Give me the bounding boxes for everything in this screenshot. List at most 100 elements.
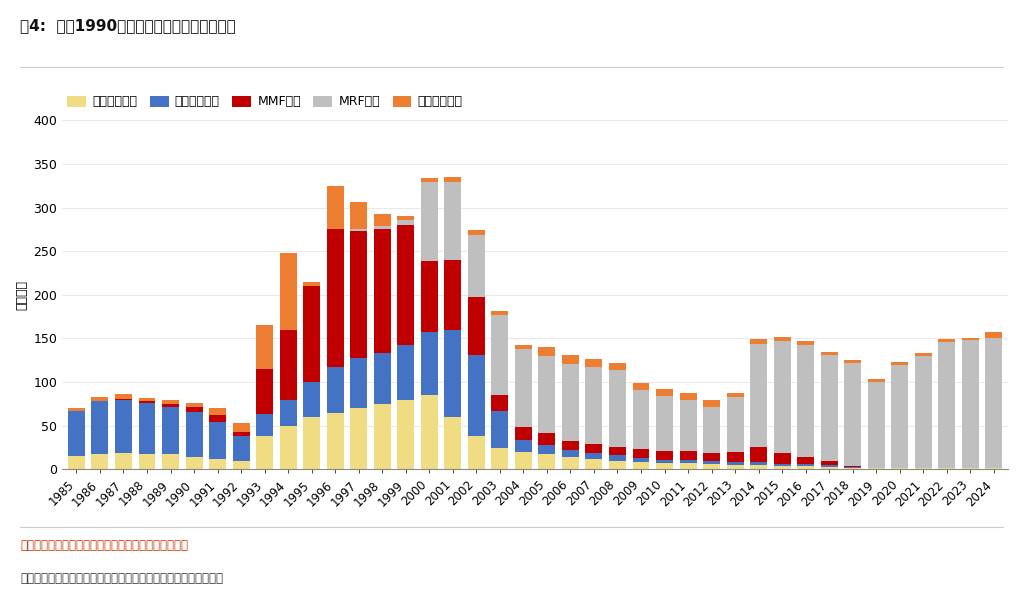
Bar: [562, 450, 579, 457]
Bar: [420, 261, 438, 333]
Bar: [397, 345, 414, 400]
Bar: [326, 367, 344, 413]
Bar: [820, 355, 838, 462]
Bar: [609, 363, 626, 370]
Bar: [491, 395, 508, 411]
Bar: [185, 407, 203, 412]
Bar: [726, 462, 744, 465]
Bar: [938, 342, 955, 468]
Bar: [491, 411, 508, 448]
Bar: [91, 454, 108, 470]
Bar: [703, 407, 720, 452]
Bar: [609, 460, 626, 470]
Bar: [256, 369, 273, 414]
Bar: [138, 454, 155, 470]
Bar: [373, 353, 391, 404]
Bar: [444, 260, 461, 329]
Bar: [420, 395, 438, 470]
Bar: [656, 463, 673, 470]
Bar: [350, 357, 367, 408]
Bar: [797, 341, 814, 345]
Text: 注释：内外债券基金是主要投资全球和日本国内债券市场的基金。: 注释：内外债券基金是主要投资全球和日本国内债券市场的基金。: [20, 572, 223, 585]
Bar: [397, 225, 414, 345]
Bar: [773, 452, 791, 464]
Bar: [938, 339, 955, 342]
Bar: [373, 214, 391, 226]
Bar: [115, 394, 132, 399]
Bar: [468, 234, 485, 298]
Bar: [915, 356, 932, 468]
Bar: [444, 181, 461, 260]
Bar: [491, 311, 508, 315]
Bar: [468, 298, 485, 355]
Bar: [750, 446, 767, 462]
Bar: [844, 468, 861, 470]
Bar: [256, 325, 273, 369]
Bar: [562, 440, 579, 450]
Bar: [585, 452, 603, 459]
Bar: [609, 446, 626, 456]
Bar: [962, 468, 979, 470]
Bar: [209, 459, 226, 470]
Bar: [868, 382, 885, 468]
Bar: [232, 423, 250, 432]
Bar: [138, 398, 155, 401]
Bar: [750, 462, 767, 465]
Bar: [797, 457, 814, 464]
Text: 图4:  日本1990年代固收类基金内部结构变化: 图4: 日本1990年代固收类基金内部结构变化: [20, 18, 236, 33]
Bar: [585, 367, 603, 444]
Bar: [750, 343, 767, 446]
Bar: [185, 412, 203, 457]
Bar: [750, 339, 767, 343]
Bar: [773, 466, 791, 470]
Bar: [726, 397, 744, 452]
Bar: [868, 379, 885, 382]
Bar: [844, 466, 861, 468]
Bar: [515, 440, 532, 452]
Bar: [632, 462, 650, 470]
Bar: [538, 454, 555, 470]
Bar: [491, 448, 508, 470]
Bar: [209, 415, 226, 422]
Bar: [68, 411, 85, 456]
Bar: [373, 230, 391, 353]
Bar: [538, 445, 555, 454]
Bar: [115, 399, 132, 400]
Bar: [679, 463, 697, 470]
Bar: [985, 331, 1003, 339]
Bar: [773, 464, 791, 466]
Bar: [468, 230, 485, 234]
Bar: [303, 282, 320, 286]
Bar: [679, 451, 697, 460]
Bar: [656, 451, 673, 460]
Bar: [256, 414, 273, 436]
Bar: [350, 202, 367, 230]
Bar: [797, 345, 814, 457]
Bar: [868, 468, 885, 470]
Bar: [468, 436, 485, 470]
Bar: [985, 339, 1003, 468]
Bar: [609, 456, 626, 460]
Bar: [373, 226, 391, 230]
Bar: [844, 363, 861, 466]
Bar: [538, 432, 555, 445]
Bar: [491, 315, 508, 395]
Bar: [726, 452, 744, 462]
Bar: [420, 178, 438, 182]
Bar: [444, 417, 461, 470]
Bar: [303, 286, 320, 382]
Bar: [609, 370, 626, 446]
Bar: [209, 422, 226, 459]
Bar: [703, 400, 720, 407]
Bar: [162, 404, 179, 407]
Bar: [185, 457, 203, 470]
Bar: [350, 408, 367, 470]
Bar: [279, 426, 297, 470]
Bar: [397, 220, 414, 225]
Bar: [585, 359, 603, 367]
Bar: [915, 353, 932, 356]
Bar: [797, 466, 814, 470]
Bar: [138, 403, 155, 454]
Bar: [91, 397, 108, 401]
Bar: [726, 393, 744, 397]
